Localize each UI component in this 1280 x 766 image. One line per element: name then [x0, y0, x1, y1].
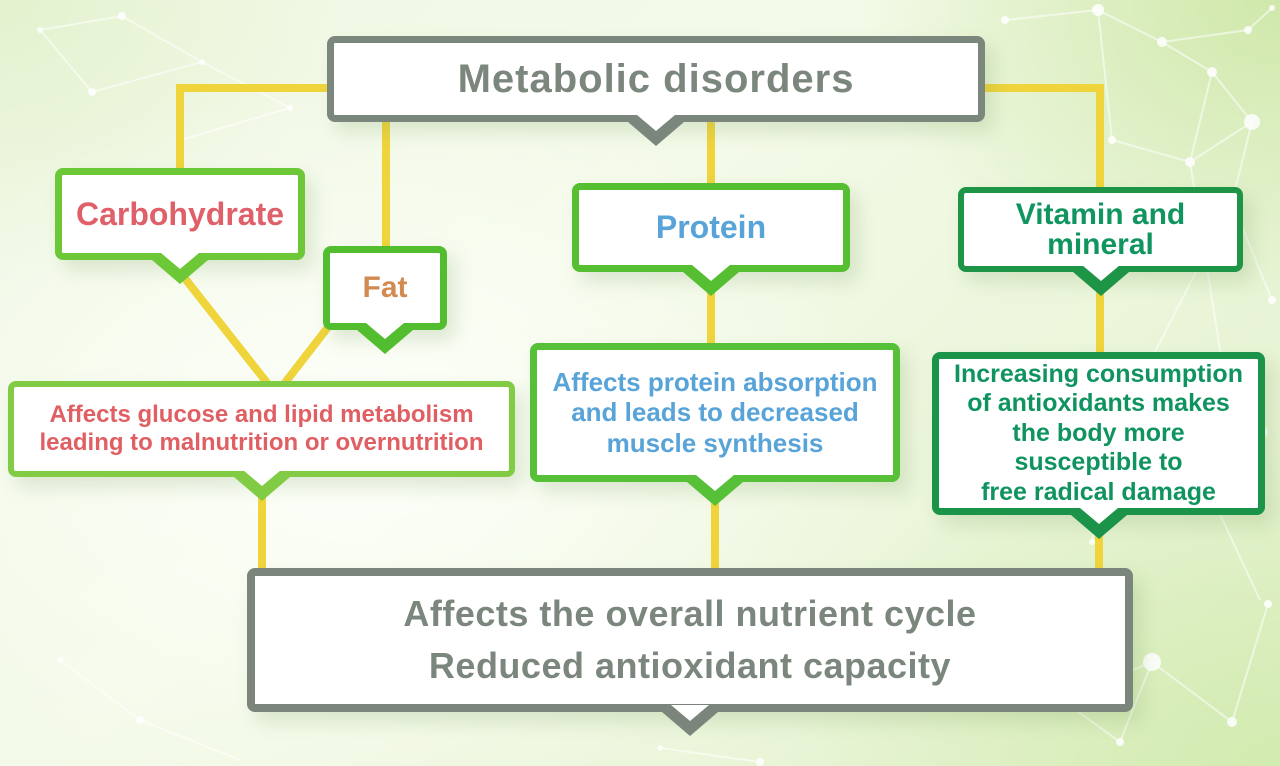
effect-vitamin-mineral-line2: of antioxidants makes [967, 389, 1230, 418]
effect-vitamin-mineral-line5: free radical damage [981, 477, 1216, 506]
outcome-box: Affects the overall nutrient cycle Reduc… [247, 568, 1133, 712]
effect-vitamin-mineral-line1: Increasing consumption [954, 359, 1243, 388]
effect-protein-line2: and leads to decreased [571, 397, 859, 428]
node-fat: Fat [323, 246, 447, 330]
effect-protein-line1: Affects protein absorption [552, 367, 878, 398]
effect-carbohydrate-fat: Affects glucose and lipid metabolism lea… [8, 381, 515, 477]
node-vitamin-mineral-label-line1: Vitamin and [1015, 197, 1186, 231]
effect-vitamin-mineral-line4: susceptible to [1014, 448, 1183, 477]
outcome-line1: Affects the overall nutrient cycle [403, 592, 977, 634]
connector-lines [176, 84, 1104, 576]
node-carbohydrate: Carbohydrate [55, 168, 305, 260]
node-carbohydrate-label: Carbohydrate [75, 195, 285, 232]
node-fat-label: Fat [362, 271, 408, 304]
outcome-line2: Reduced antioxidant capacity [428, 645, 952, 686]
root-node-label: Metabolic disorders [457, 56, 855, 101]
effect-vitamin-mineral: Increasing consumption of antioxidants m… [932, 352, 1265, 515]
node-protein-label: Protein [655, 209, 767, 245]
effect-carbohydrate-fat-line2: leading to malnutrition or overnutrition [39, 429, 484, 456]
connector-carbohydrate-to-effect [177, 270, 274, 390]
effect-carbohydrate-fat-line1: Affects glucose and lipid metabolism [49, 401, 474, 429]
connector-fat-to-effect [278, 325, 331, 390]
effect-protein-line3: muscle synthesis [606, 427, 824, 458]
effect-vitamin-mineral-line3: the body more [1012, 418, 1185, 447]
root-node-metabolic-disorders: Metabolic disorders [327, 36, 985, 122]
node-vitamin-mineral-label-line2: mineral [1047, 227, 1154, 261]
effect-protein: Affects protein absorption and leads to … [530, 343, 900, 482]
node-protein: Protein [572, 183, 850, 272]
node-vitamin-mineral: Vitamin and mineral [958, 187, 1243, 272]
